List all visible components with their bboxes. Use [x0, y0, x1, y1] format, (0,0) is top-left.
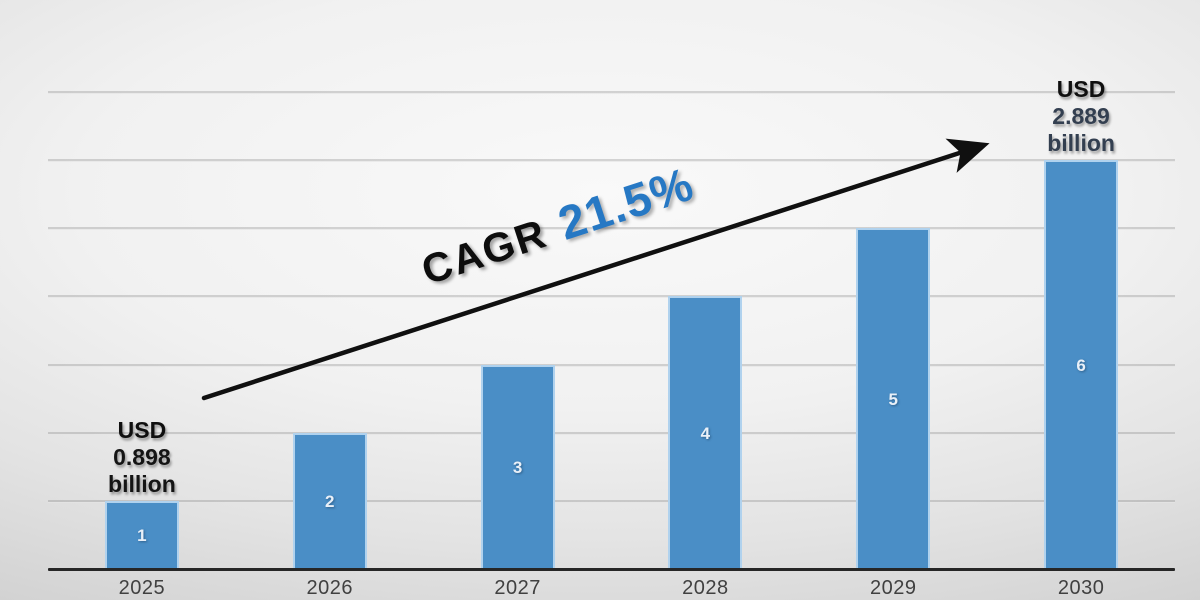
- bar-2025: 1: [104, 500, 179, 569]
- gridline: [48, 295, 1175, 299]
- x-axis-label-2027: 2027: [494, 577, 541, 599]
- annotation-line: 2.889: [1052, 103, 1110, 130]
- annotation-line: billion: [1047, 130, 1115, 157]
- gridline: [48, 159, 1175, 163]
- gridline: [48, 363, 1175, 367]
- x-axis-label-2025: 2025: [118, 577, 166, 599]
- gridline: [48, 431, 1175, 435]
- bar-2026: 2: [292, 432, 367, 569]
- bar-2027: 3: [480, 364, 555, 569]
- gridline: [48, 227, 1175, 231]
- gridline: [48, 90, 1175, 94]
- x-axis-label-2028: 2028: [682, 577, 729, 599]
- annotation-line: 0.898: [113, 443, 171, 470]
- x-axis-label-2029: 2029: [870, 577, 917, 599]
- gridline: [48, 499, 1175, 503]
- annotation-line: USD: [1056, 76, 1106, 103]
- x-axis-label-2026: 2026: [306, 577, 353, 599]
- bar-value-label: 1: [137, 525, 147, 545]
- bar-value-label: 6: [1076, 355, 1086, 375]
- annotation-line: billion: [108, 470, 176, 497]
- x-axis-label-2030: 2030: [1057, 577, 1105, 599]
- value-annotation-2030: USD 2.889 billion: [996, 76, 1166, 157]
- x-axis-line: [48, 568, 1175, 571]
- bar-2029: 5: [856, 228, 931, 569]
- annotation-line: USD: [117, 416, 167, 443]
- bar-2028: 4: [668, 296, 743, 569]
- value-annotation-2025: USD 0.898 billion: [57, 417, 227, 498]
- bar-value-label: 2: [325, 491, 335, 511]
- bar-value-label: 4: [700, 423, 711, 443]
- bar-2030: 6: [1044, 160, 1119, 569]
- bar-value-label: 3: [512, 457, 523, 477]
- bar-value-label: 5: [888, 389, 898, 409]
